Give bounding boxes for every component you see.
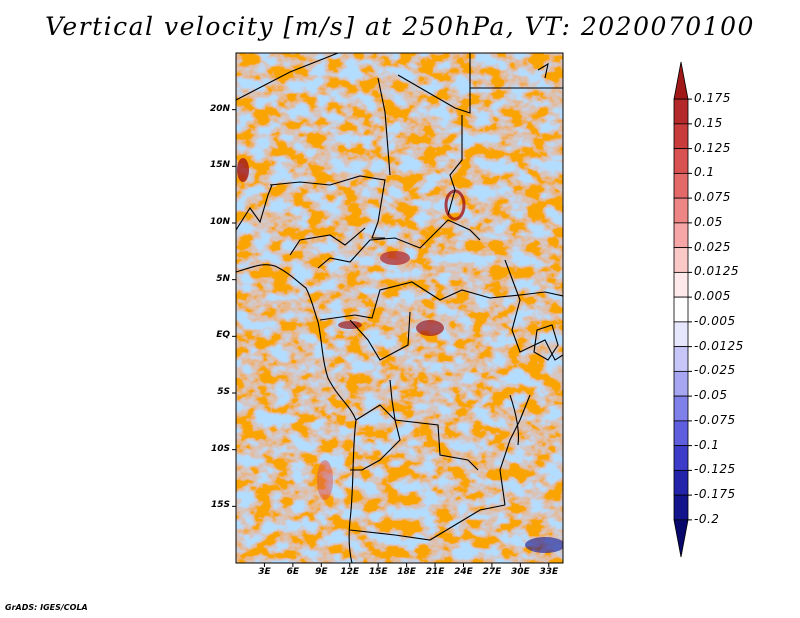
colorbar-label: -0.175 xyxy=(694,487,736,502)
colorbar-swatch xyxy=(673,296,689,323)
colorbar-label: 0.075 xyxy=(694,190,731,205)
border-line xyxy=(377,77,391,176)
lon-tick-label: 18E xyxy=(397,567,416,577)
map-plot xyxy=(235,52,564,564)
lat-tick-label: 10S xyxy=(210,443,230,454)
colorbar-swatch xyxy=(673,61,689,100)
colorbar-swatch xyxy=(673,247,689,273)
latitude-ticks xyxy=(232,109,236,507)
colorbar-label: 0.125 xyxy=(694,140,731,155)
colorbar-label: 0.15 xyxy=(694,115,723,130)
colorbar-swatch xyxy=(673,494,689,521)
colorbar-label: 0.0125 xyxy=(694,264,739,279)
border-line xyxy=(447,115,463,216)
border-line xyxy=(317,219,481,269)
colorbar-label: -0.05 xyxy=(694,388,728,403)
longitude-ticks xyxy=(263,563,550,567)
coastline xyxy=(537,62,549,79)
border-line xyxy=(319,281,563,321)
lat-tick-label: 10N xyxy=(209,217,230,227)
lat-tick-label: 20N xyxy=(209,103,230,114)
colorbar-swatch xyxy=(673,395,689,422)
lake-outline xyxy=(533,324,559,361)
border-line xyxy=(236,184,273,231)
colorbar-swatch xyxy=(673,469,689,496)
colorbar-swatch xyxy=(673,420,689,447)
border-line xyxy=(269,175,386,239)
colorbar-swatch xyxy=(673,222,689,249)
colorbar-swatch xyxy=(673,172,689,199)
colorbar-label: -0.075 xyxy=(694,412,736,427)
colorbar-swatch xyxy=(673,346,689,372)
credit-text: GrADS: IGES/COLA xyxy=(5,603,88,612)
map-frame xyxy=(235,52,564,564)
colorbar-swatch xyxy=(673,197,689,224)
colorbar-swatch xyxy=(673,519,689,558)
colorbar-label: 0.05 xyxy=(694,214,723,229)
lon-tick-label: 6E xyxy=(286,567,300,577)
colorbar-swatch xyxy=(673,148,689,174)
colorbar-label: 0.175 xyxy=(694,91,731,106)
colorbar-label: -0.2 xyxy=(694,511,720,526)
colorbar-label: -0.005 xyxy=(694,313,736,328)
lon-tick-label: 30E xyxy=(511,567,530,577)
border-line xyxy=(499,394,531,506)
map-title: Vertical velocity [m/s] at 250hPa, VT: 2… xyxy=(45,12,755,41)
border-line xyxy=(389,379,479,471)
colorbar-label: -0.125 xyxy=(694,462,736,477)
lat-tick-label: 5S xyxy=(217,387,230,397)
lon-tick-label: 9E xyxy=(315,567,328,577)
lon-tick-label: 24E xyxy=(454,567,473,577)
border-line xyxy=(349,504,506,541)
country-borders xyxy=(236,53,563,563)
lon-tick-label: 3E xyxy=(258,567,271,577)
border-line xyxy=(350,404,401,471)
colorbar-swatch xyxy=(673,271,689,298)
border-line xyxy=(504,259,563,361)
lake-outline xyxy=(509,394,519,446)
colorbar-label: 0.005 xyxy=(694,289,731,304)
lat-tick-label: EQ xyxy=(216,330,230,341)
lat-tick-label: 15N xyxy=(209,160,230,171)
lon-tick-label: 27E xyxy=(482,567,502,577)
lat-tick-label: 5N xyxy=(216,273,230,284)
border-line xyxy=(397,53,471,114)
border-line xyxy=(289,227,366,256)
vertical-velocity-field xyxy=(236,53,563,563)
border-line xyxy=(349,311,411,361)
colorbar-label: 0.025 xyxy=(694,239,731,254)
colorbar-label: -0.025 xyxy=(694,363,736,378)
colorbar-label: -0.0125 xyxy=(694,338,744,353)
coastline xyxy=(236,264,357,563)
colorbar-swatch xyxy=(673,98,689,125)
colorbar-swatch xyxy=(673,123,689,150)
lon-tick-label: 33E xyxy=(539,567,559,577)
lon-tick-label: 15E xyxy=(368,567,388,577)
lon-tick-label: 12E xyxy=(340,567,360,577)
border-line xyxy=(236,53,339,101)
lat-tick-label: 15S xyxy=(210,500,230,511)
colorbar-swatch xyxy=(673,370,689,397)
colorbar-label: 0.1 xyxy=(694,165,715,180)
colorbar-swatch xyxy=(673,321,689,348)
colorbar-swatch xyxy=(673,445,689,471)
colorbar-label: -0.1 xyxy=(694,437,720,452)
lon-tick-label: 21E xyxy=(425,567,445,577)
colorbar xyxy=(673,61,692,558)
